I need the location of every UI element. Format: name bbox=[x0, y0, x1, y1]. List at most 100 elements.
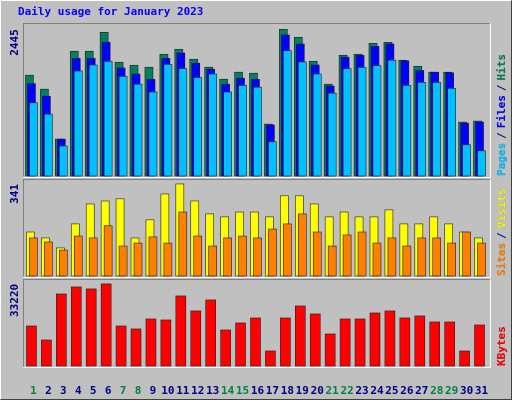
bar bbox=[238, 235, 247, 277]
bar bbox=[417, 237, 427, 277]
bar bbox=[327, 245, 337, 277]
bar bbox=[432, 82, 442, 177]
bar bbox=[253, 86, 262, 177]
bar bbox=[88, 237, 98, 277]
bar bbox=[477, 150, 486, 177]
bar bbox=[327, 92, 337, 177]
bar bbox=[133, 242, 143, 277]
bar bbox=[372, 65, 382, 177]
bar bbox=[283, 50, 292, 177]
bar bbox=[160, 319, 172, 367]
x-tick-label: 25 bbox=[385, 384, 398, 397]
legend-separator: / bbox=[495, 84, 508, 91]
x-tick-label: 29 bbox=[445, 384, 458, 397]
bar bbox=[309, 313, 321, 367]
legend-entry: Pages bbox=[495, 143, 508, 176]
bar bbox=[59, 249, 68, 277]
bar bbox=[417, 82, 427, 177]
bar bbox=[133, 83, 143, 177]
bar bbox=[414, 315, 426, 367]
x-tick-label: 26 bbox=[400, 384, 414, 397]
bar bbox=[208, 245, 217, 277]
panel-edge bbox=[23, 279, 491, 368]
bar bbox=[384, 310, 396, 367]
bar bbox=[253, 237, 262, 277]
bar bbox=[193, 235, 203, 277]
x-tick-label: 5 bbox=[90, 384, 97, 397]
bar bbox=[462, 231, 471, 277]
x-tick-label: 20 bbox=[311, 384, 324, 397]
x-tick-label: 7 bbox=[120, 384, 127, 397]
bar bbox=[44, 113, 53, 177]
bar bbox=[444, 321, 455, 367]
x-tick-label: 2 bbox=[45, 384, 52, 397]
legend-entry: KBytes bbox=[495, 326, 508, 366]
bar bbox=[298, 61, 307, 177]
bar bbox=[357, 231, 367, 277]
legend-entry: Sites bbox=[495, 243, 508, 276]
legend: Sites / Visits bbox=[495, 189, 508, 277]
bar bbox=[298, 213, 307, 277]
legend-entry: Files bbox=[495, 95, 508, 128]
x-tick-label: 9 bbox=[150, 384, 157, 397]
bar bbox=[312, 231, 322, 277]
bar bbox=[44, 241, 53, 277]
legend: Pages / Files / Hits bbox=[495, 54, 508, 176]
bar bbox=[268, 228, 277, 277]
bar bbox=[372, 242, 382, 277]
x-tick-label: 31 bbox=[475, 384, 489, 397]
bar bbox=[462, 144, 471, 177]
bar bbox=[387, 59, 397, 177]
bar bbox=[369, 312, 381, 367]
bar bbox=[432, 237, 442, 277]
bar bbox=[100, 283, 112, 367]
bar bbox=[178, 211, 188, 277]
legend-separator: / bbox=[495, 232, 508, 239]
panel-edge bbox=[23, 23, 490, 177]
bar bbox=[118, 76, 128, 177]
y-tick-label: 2445 bbox=[8, 29, 21, 56]
x-tick-label: 30 bbox=[460, 384, 473, 397]
bar bbox=[148, 91, 158, 177]
bar bbox=[339, 318, 351, 367]
bar bbox=[265, 350, 276, 367]
panel-edge bbox=[23, 179, 491, 278]
bar bbox=[220, 329, 231, 367]
bar bbox=[70, 286, 82, 367]
bar bbox=[103, 225, 113, 277]
bar bbox=[26, 325, 37, 367]
bar bbox=[268, 141, 277, 177]
bar bbox=[387, 237, 397, 277]
x-tick-label: 1 bbox=[30, 384, 37, 397]
bar bbox=[354, 318, 366, 367]
legend: KBytes bbox=[495, 326, 508, 366]
bar bbox=[223, 91, 232, 177]
x-tick-label: 14 bbox=[221, 384, 235, 397]
x-tick-label: 8 bbox=[135, 384, 142, 397]
x-tick-label: 12 bbox=[191, 384, 204, 397]
bar bbox=[250, 317, 261, 367]
bar bbox=[357, 67, 367, 177]
bar bbox=[283, 223, 292, 277]
bar bbox=[88, 64, 98, 177]
bar bbox=[459, 350, 470, 367]
bar bbox=[41, 339, 52, 367]
bar bbox=[73, 235, 83, 277]
bar bbox=[295, 305, 306, 367]
x-tick-label: 3 bbox=[60, 384, 67, 397]
bar bbox=[312, 73, 322, 177]
x-tick-label: 23 bbox=[355, 384, 368, 397]
bar bbox=[238, 85, 247, 177]
chart-title: Daily usage for January 2023 bbox=[18, 5, 203, 18]
bar bbox=[447, 242, 456, 277]
bar bbox=[402, 85, 412, 177]
x-tick-label: 21 bbox=[326, 384, 340, 397]
panel-edge bbox=[23, 279, 490, 367]
x-tick-label: 4 bbox=[75, 384, 82, 397]
bar bbox=[29, 102, 38, 177]
bar bbox=[73, 70, 83, 177]
panel-edge bbox=[23, 179, 490, 277]
bar bbox=[208, 73, 217, 177]
bar bbox=[115, 325, 127, 367]
